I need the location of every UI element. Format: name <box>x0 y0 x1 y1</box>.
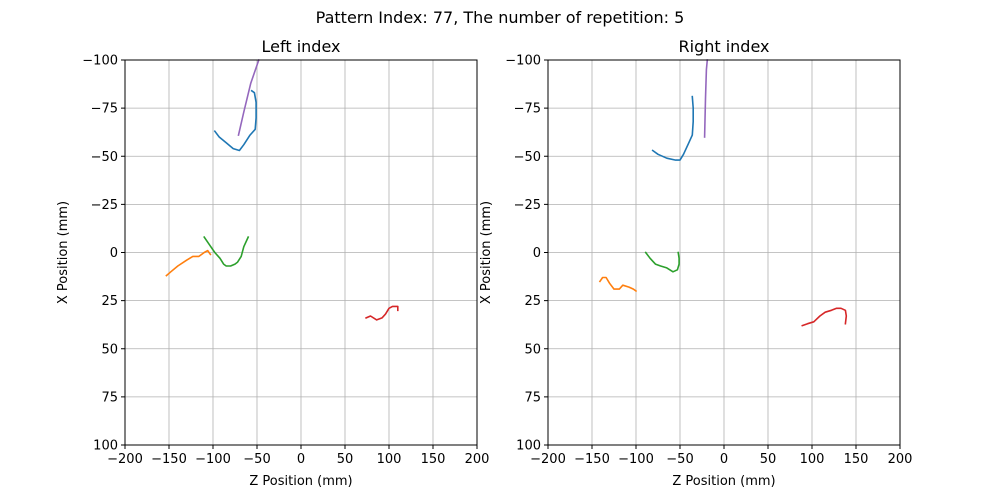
x-tick-label: 50 <box>337 452 354 467</box>
right-index-panel: −200 −150 −100 −50 0 50 100 150 200 −100 −75 −50 −25… <box>479 37 912 489</box>
y-tick-label: 100 <box>516 439 541 454</box>
y-tick-label: −50 <box>91 150 118 165</box>
x-tick-label: 150 <box>844 452 869 467</box>
y-tick-label: −100 <box>82 54 118 69</box>
y-tick-label: 0 <box>110 246 118 261</box>
x-tick-label: 100 <box>377 452 402 467</box>
x-tick-label: −50 <box>666 452 693 467</box>
right-index-series-line-3 <box>644 251 680 273</box>
x-tick-label: 200 <box>888 452 913 467</box>
right-index-series-line-2 <box>598 276 638 293</box>
y-tick-label: −25 <box>91 198 118 213</box>
x-tick-label: −200 <box>107 452 143 467</box>
x-tick-label: 0 <box>297 452 305 467</box>
right-index-y-axis-label: X Position (mm) <box>479 201 494 304</box>
x-tick-label: 0 <box>720 452 728 467</box>
left-index-panel: −200 −150 −100 −50 0 50 100 150 200 −100 −75 −50 −25… <box>56 37 489 489</box>
right-index-series-line-5 <box>703 59 709 138</box>
left-index-x-axis-label: Z Position (mm) <box>249 474 352 489</box>
right-index-title: Right index <box>679 37 770 56</box>
left-index-series-line-2 <box>165 249 212 277</box>
y-tick-label: 50 <box>524 342 541 357</box>
x-tick-label: 150 <box>421 452 446 467</box>
y-tick-label: −50 <box>514 150 541 165</box>
right-index-series-line-1 <box>651 95 694 161</box>
x-tick-label: −150 <box>151 452 187 467</box>
left-index-series-line-3 <box>203 235 250 267</box>
right-index-x-axis-label: Z Position (mm) <box>672 474 775 489</box>
x-tick-label: −100 <box>195 452 231 467</box>
left-index-y-axis-label: X Position (mm) <box>56 201 71 304</box>
y-tick-label: −75 <box>91 102 118 117</box>
x-tick-label: 50 <box>760 452 777 467</box>
y-tick-label: 50 <box>101 342 118 357</box>
y-tick-label: −75 <box>514 102 541 117</box>
left-index-title: Left index <box>262 37 341 56</box>
y-tick-label: 25 <box>101 294 118 309</box>
x-tick-label: −100 <box>618 452 654 467</box>
x-tick-label: 100 <box>800 452 825 467</box>
x-tick-label: −50 <box>243 452 270 467</box>
x-tick-label: −150 <box>574 452 610 467</box>
left-index-series-line-5 <box>237 58 260 137</box>
y-tick-label: 25 <box>524 294 541 309</box>
figure-title: Pattern Index: 77, The number of repetit… <box>316 8 685 27</box>
y-tick-label: 100 <box>93 439 118 454</box>
y-tick-label: −25 <box>514 198 541 213</box>
left-index-series-line-4 <box>365 305 399 321</box>
y-tick-label: 0 <box>533 246 541 261</box>
left-index-series-line-1 <box>213 89 257 152</box>
x-tick-label: −200 <box>530 452 566 467</box>
right-index-series-line-4 <box>801 307 848 327</box>
y-tick-label: 75 <box>524 390 541 405</box>
x-tick-label: 200 <box>465 452 490 467</box>
y-tick-label: 75 <box>101 390 118 405</box>
y-tick-label: −100 <box>505 54 541 69</box>
